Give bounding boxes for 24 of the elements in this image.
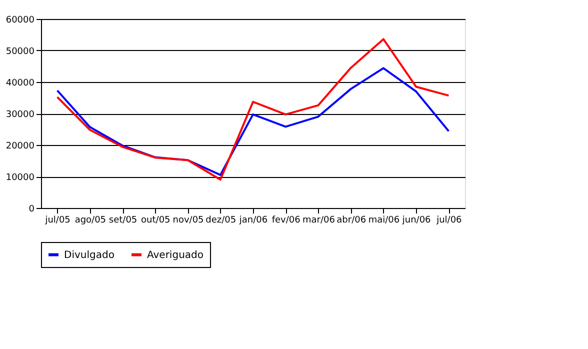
x-tick-label: nov/05 <box>172 216 204 226</box>
x-tick-label: set/05 <box>108 216 138 226</box>
x-tick-label: abr/06 <box>336 216 366 226</box>
y-tick-label: 60000 <box>6 16 35 26</box>
legend-label: Divulgado <box>64 250 114 261</box>
x-tick-label: fev/06 <box>272 216 301 226</box>
line-series <box>56 38 450 181</box>
x-tick-label: mai/06 <box>368 216 400 226</box>
x-tick-label: mar/06 <box>302 216 336 226</box>
y-tick-label: 40000 <box>6 78 35 88</box>
y-tick-label: 10000 <box>6 173 35 183</box>
y-tick-label: 0 <box>28 204 35 214</box>
x-tick-label: ago/05 <box>74 216 106 226</box>
legend-label: Averiguado <box>147 250 204 261</box>
y-tick-label: 20000 <box>6 142 35 152</box>
x-tick-label: dez/05 <box>206 216 236 226</box>
x-tick-label: jul/06 <box>436 216 462 226</box>
x-tick-label: jan/06 <box>238 216 268 226</box>
x-tick-label: out/05 <box>141 216 170 226</box>
x-tick-label: jun/06 <box>401 216 432 226</box>
y-tick-label: 30000 <box>6 110 35 120</box>
line-series <box>56 67 450 176</box>
x-tick-label: jul/05 <box>44 216 70 226</box>
y-tick-label: 50000 <box>6 47 35 57</box>
